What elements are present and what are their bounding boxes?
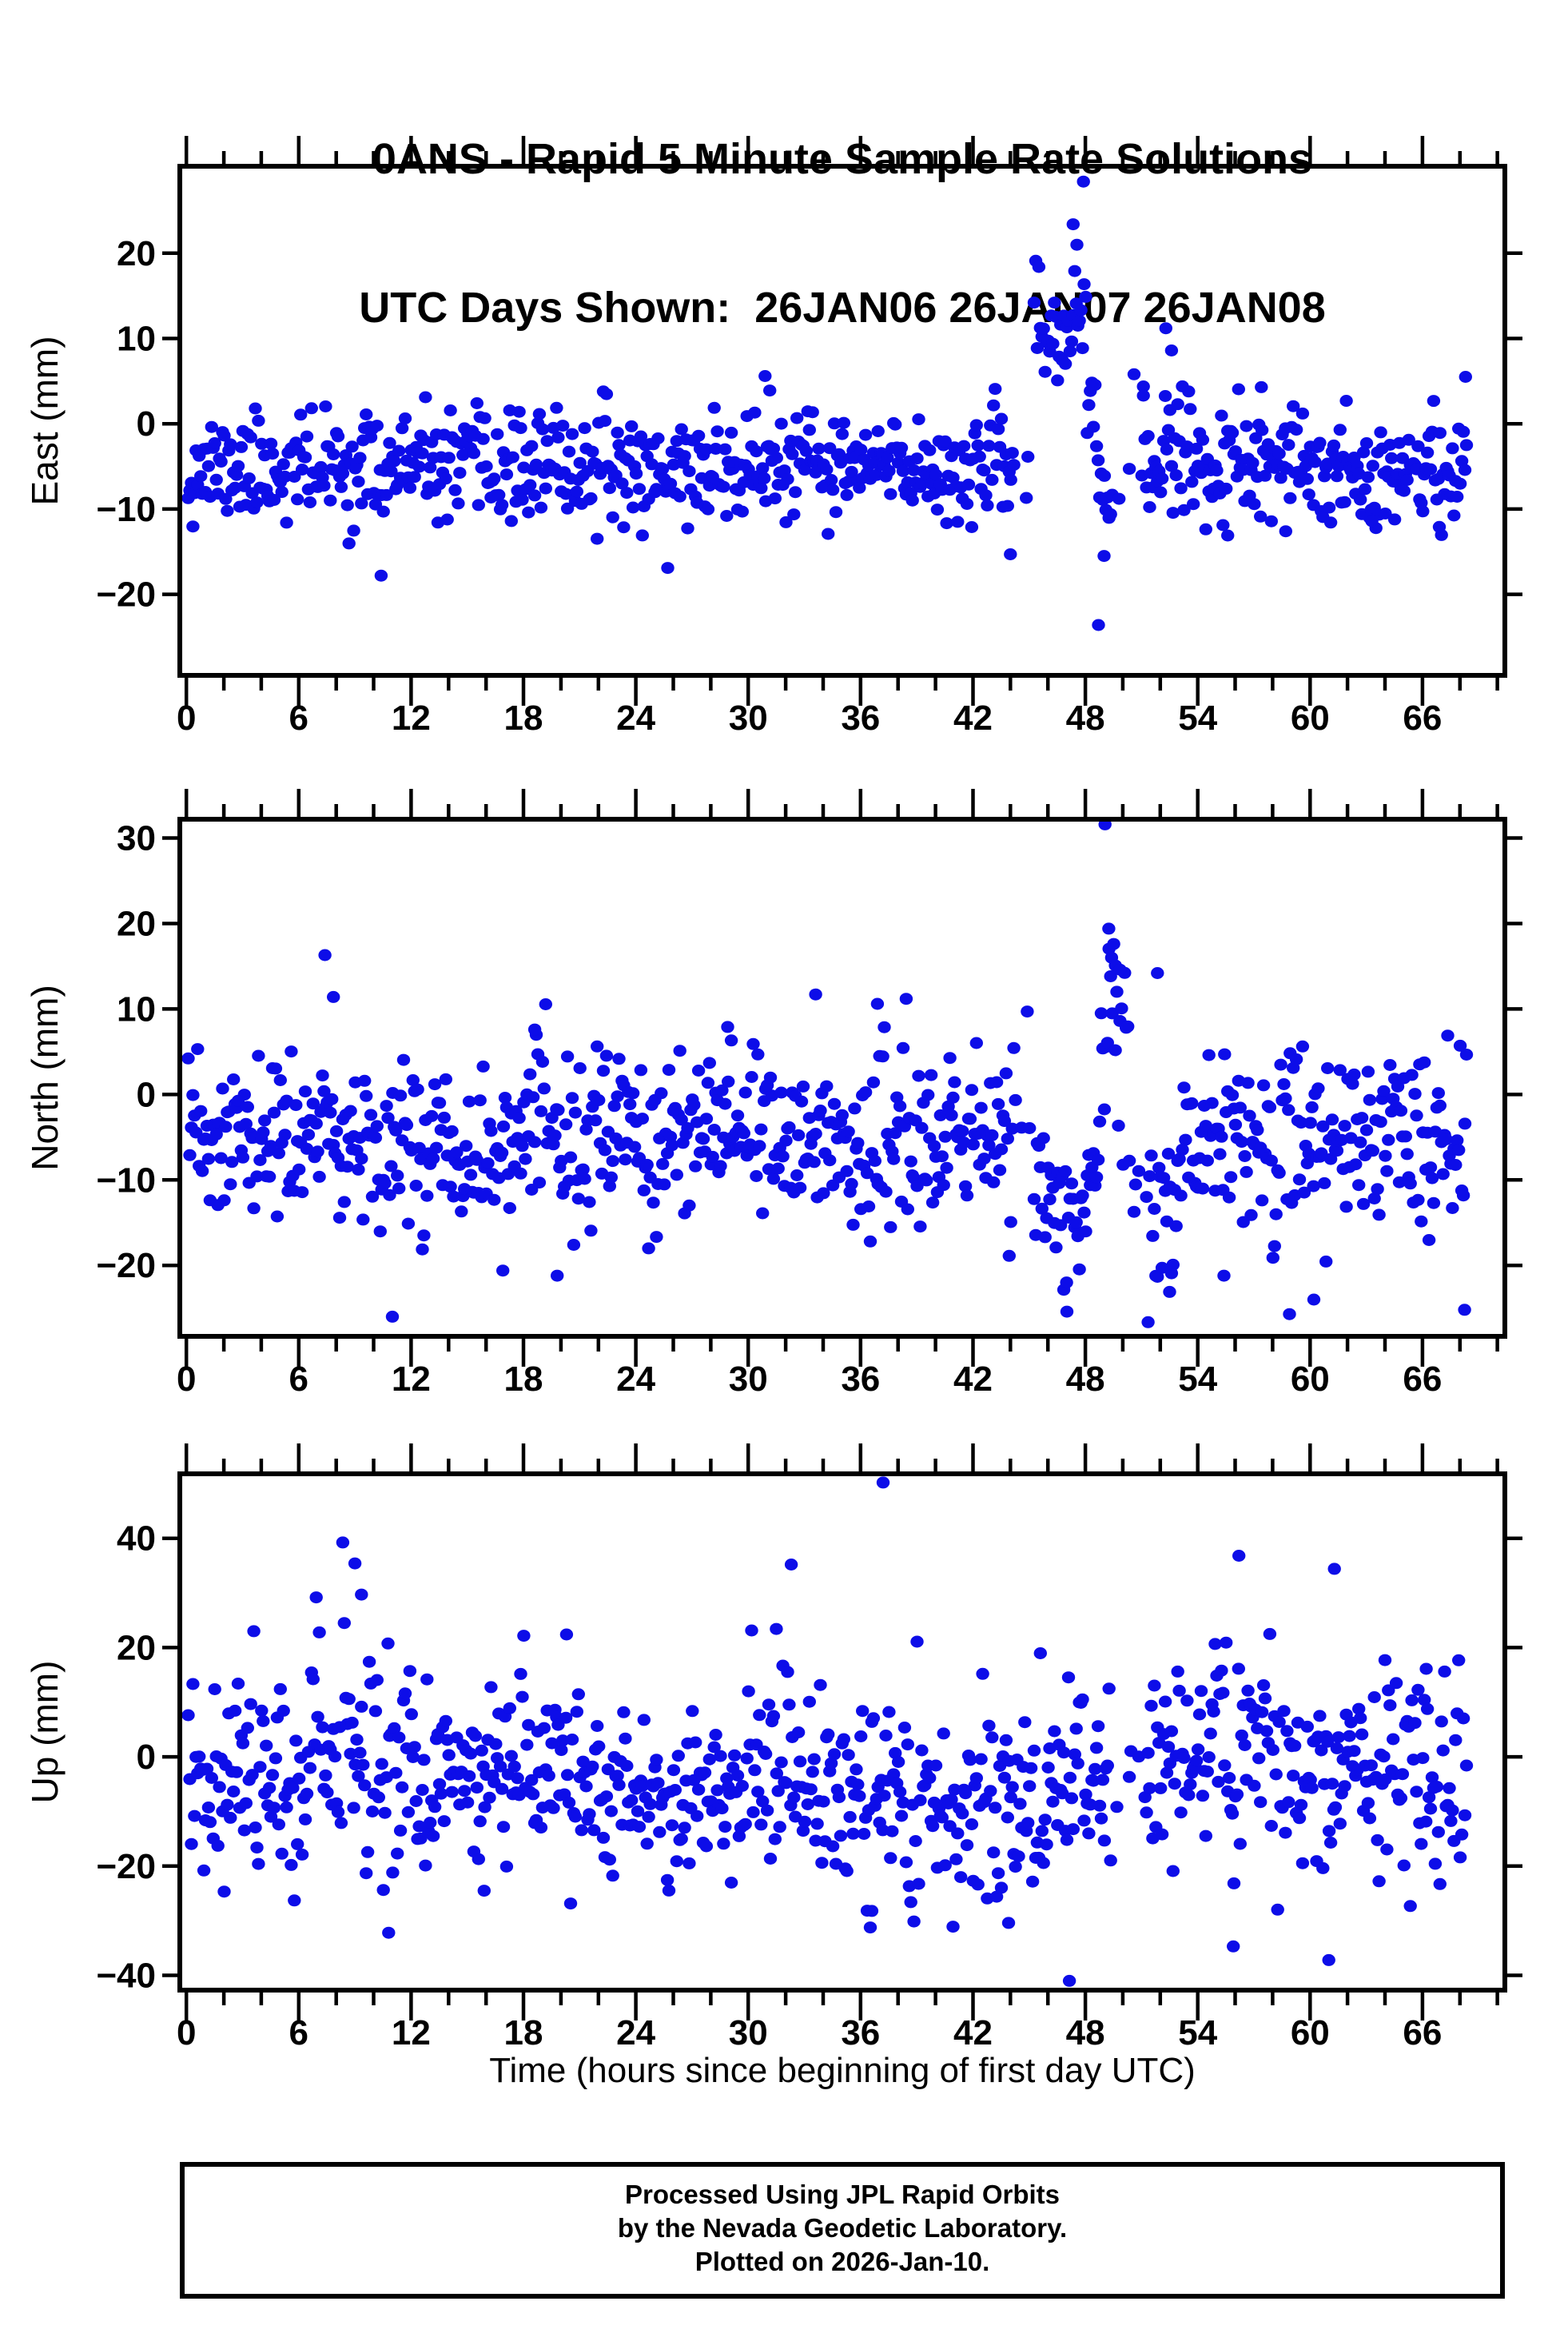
svg-text:66: 66: [1403, 1360, 1442, 1399]
svg-text:−20: −20: [96, 575, 156, 615]
svg-text:0: 0: [177, 2013, 196, 2052]
svg-text:−20: −20: [96, 1847, 156, 1886]
svg-text:30: 30: [729, 2013, 768, 2052]
svg-text:0: 0: [137, 1738, 156, 1777]
up-frame: [177, 1471, 1507, 1993]
east-points: [181, 175, 1474, 631]
svg-text:−20: −20: [96, 1246, 156, 1285]
footer-line: Plotted on 2026-Jan-10.: [694, 2247, 990, 2276]
north-x-tick-labels: 0 6 12 18 24 30 36 42 48 54 60 66: [177, 1360, 1442, 1399]
svg-text:20: 20: [117, 905, 156, 944]
svg-text:24: 24: [616, 2013, 655, 2052]
north-points: [181, 819, 1474, 1328]
up-points: [181, 1476, 1474, 1987]
footer-line: Processed Using JPL Rapid Orbits: [624, 2180, 1061, 2209]
svg-text:42: 42: [953, 1360, 993, 1399]
svg-text:18: 18: [504, 699, 543, 738]
up-axis-title: Up (mm): [24, 1661, 66, 1804]
north-axis-title: North (mm): [24, 985, 66, 1171]
svg-text:20: 20: [117, 1628, 156, 1667]
up-plot: 0 6 12 18 24 30 36 42 48 54 60 66 −40 −20 0 20 40 Up (mm): [24, 1443, 1522, 2052]
svg-text:54: 54: [1178, 2013, 1217, 2052]
footer-line: by the Nevada Geodetic Laboratory.: [617, 2213, 1068, 2243]
svg-text:6: 6: [289, 1360, 308, 1399]
svg-text:42: 42: [953, 699, 993, 738]
svg-text:48: 48: [1066, 699, 1105, 738]
svg-text:66: 66: [1403, 2013, 1442, 2052]
svg-text:6: 6: [289, 2013, 308, 2052]
east-x-ticks: [184, 136, 1499, 706]
north-y-tick-labels: −20 −10 0 10 20 30: [96, 819, 156, 1286]
svg-text:0: 0: [177, 699, 196, 738]
svg-text:12: 12: [392, 2013, 431, 2052]
east-y-tick-labels: −20 −10 0 10 20: [96, 234, 156, 615]
svg-text:48: 48: [1066, 2013, 1105, 2052]
svg-text:60: 60: [1291, 699, 1330, 738]
x-axis-label: Time (hours since beginning of first day…: [489, 2051, 1196, 2090]
east-panel: 0 6 12 18 24 30 36 42 48 54 60 66 −20 −10 0 10 20 East (m…: [0, 70, 1568, 775]
east-plot: 0 6 12 18 24 30 36 42 48 54 60 66 −20 −10 0 10 20 East (m…: [24, 136, 1522, 738]
east-axis-title: East (mm): [24, 336, 66, 505]
svg-text:24: 24: [616, 699, 655, 738]
svg-text:30: 30: [117, 819, 156, 858]
svg-text:36: 36: [841, 699, 880, 738]
up-panel: 0 6 12 18 24 30 36 42 48 54 60 66 −40 −20 0 20 40 Up (mm): [0, 1378, 1568, 2090]
svg-text:18: 18: [504, 2013, 543, 2052]
svg-text:0: 0: [137, 1075, 156, 1114]
svg-text:30: 30: [729, 699, 768, 738]
svg-text:60: 60: [1291, 1360, 1330, 1399]
up-x-ticks: [184, 1443, 1499, 2020]
svg-text:66: 66: [1403, 699, 1442, 738]
svg-text:6: 6: [289, 699, 308, 738]
svg-text:42: 42: [953, 2013, 993, 2052]
svg-text:10: 10: [117, 320, 156, 359]
footer-box: Processed Using JPL Rapid Orbits by the …: [180, 2162, 1505, 2299]
svg-text:20: 20: [117, 234, 156, 273]
svg-text:36: 36: [841, 2013, 880, 2052]
svg-text:40: 40: [117, 1519, 156, 1559]
svg-text:36: 36: [841, 1360, 880, 1399]
north-plot: 0 6 12 18 24 30 36 42 48 54 60 66 −20 −10 0 10 20 30 North…: [24, 789, 1522, 1399]
svg-text:12: 12: [392, 1360, 431, 1399]
svg-text:−40: −40: [96, 1957, 156, 1996]
svg-text:54: 54: [1178, 1360, 1217, 1399]
svg-text:0: 0: [137, 404, 156, 444]
svg-text:0: 0: [177, 1360, 196, 1399]
svg-text:24: 24: [616, 1360, 655, 1399]
north-x-ticks: [184, 789, 1499, 1367]
svg-text:48: 48: [1066, 1360, 1105, 1399]
svg-text:10: 10: [117, 989, 156, 1029]
east-y-ticks: [162, 251, 1522, 596]
svg-text:12: 12: [392, 699, 431, 738]
svg-text:−10: −10: [96, 490, 156, 529]
svg-text:30: 30: [729, 1360, 768, 1399]
north-panel: 0 6 12 18 24 30 36 42 48 54 60 66 −20 −10 0 10 20 30 North…: [0, 723, 1568, 1436]
east-frame: [177, 164, 1507, 678]
north-y-ticks: [162, 836, 1522, 1268]
figure-title: 0ANS - Rapid 5 Minute Sample Rate Soluti…: [372, 135, 1313, 183]
svg-text:60: 60: [1291, 2013, 1330, 2052]
up-x-tick-labels: 0 6 12 18 24 30 36 42 48 54 60 66: [177, 2013, 1442, 2052]
east-x-tick-labels: 0 6 12 18 24 30 36 42 48 54 60 66: [177, 699, 1442, 738]
north-frame: [177, 817, 1507, 1339]
up-y-ticks: [162, 1536, 1522, 1977]
figure-header: 0ANS - Rapid 5 Minute Sample Rate Soluti…: [180, 35, 1505, 382]
svg-text:18: 18: [504, 1360, 543, 1399]
figure-subtitle: UTC Days Shown: 26JAN06 26JAN07 26JAN08: [359, 284, 1326, 332]
svg-text:54: 54: [1178, 699, 1217, 738]
up-y-tick-labels: −40 −20 0 20 40: [96, 1519, 156, 1996]
svg-text:−10: −10: [96, 1161, 156, 1200]
